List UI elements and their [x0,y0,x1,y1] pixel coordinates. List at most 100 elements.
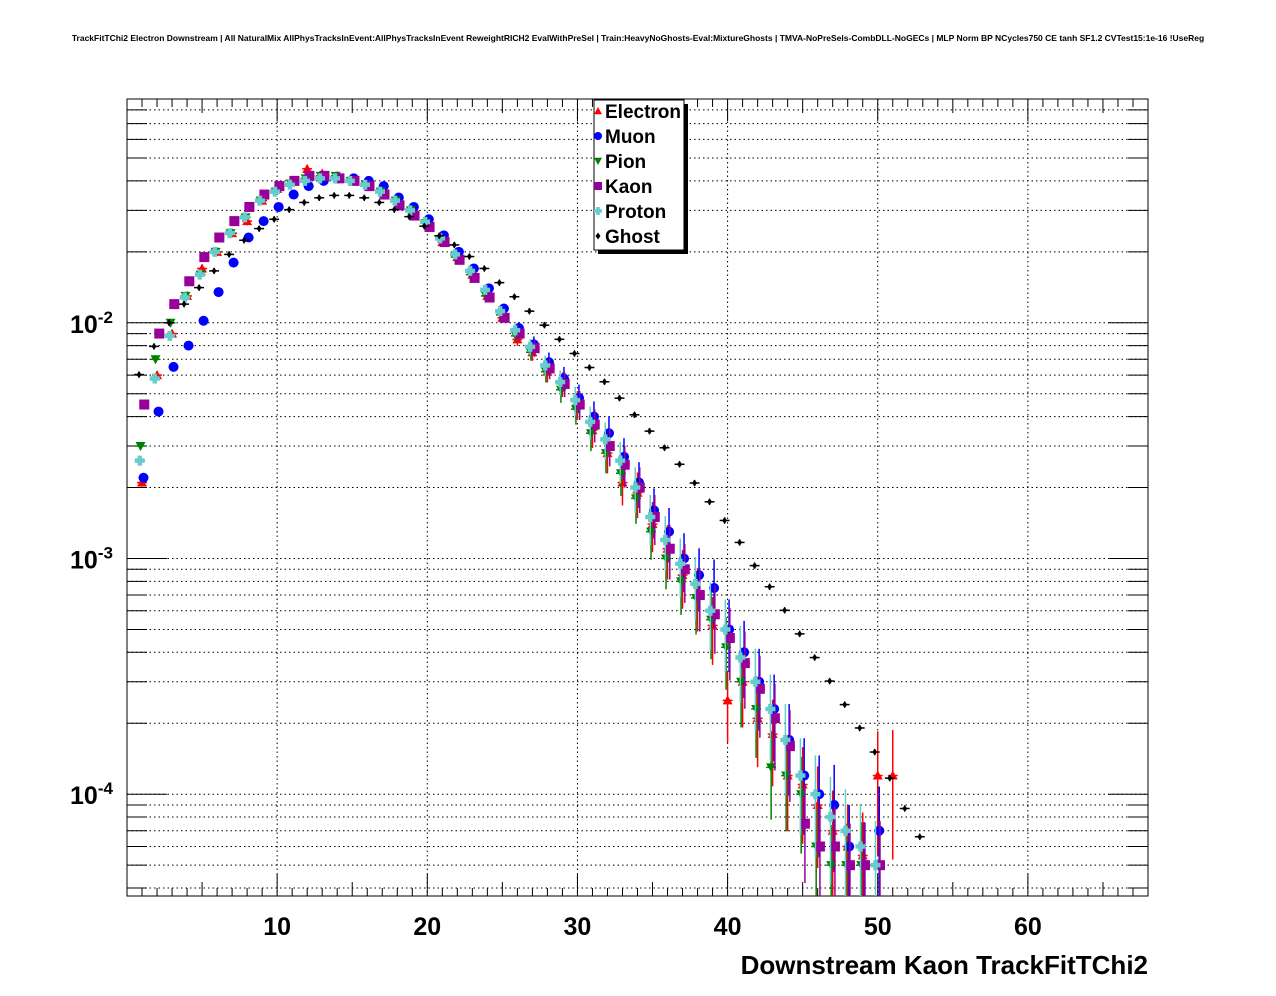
data-point [150,355,161,365]
data-point [784,741,795,752]
data-point [589,419,600,430]
data-point [676,577,687,587]
data-point [258,216,269,227]
data-point [424,221,435,232]
data-point [183,340,194,351]
data-point [664,543,675,554]
data-point [439,237,450,248]
data-point [286,206,292,214]
data-point [677,460,683,468]
data-point [139,399,150,410]
data-point [299,175,310,186]
data-point [134,455,145,466]
data-point [690,578,701,589]
data-point [814,841,825,852]
legend-marker [594,182,602,190]
data-point [213,287,224,298]
data-point [329,173,340,184]
data-point [379,189,390,200]
x-tick-label: 10 [263,913,291,941]
data-point [166,319,172,327]
data-point [737,538,743,546]
data-point [198,315,209,326]
data-point [541,321,547,329]
data-point [214,232,225,243]
data-point [855,841,866,852]
data-point [721,643,732,653]
data-point [692,479,698,487]
data-point [374,186,385,197]
legend-label: Pion [605,152,646,173]
data-point [827,677,833,685]
data-point [661,554,672,564]
data-point [571,349,577,357]
data-point [825,812,836,823]
legend-entry-kaon: Kaon [594,177,653,198]
legend-entry-pion: Pion [594,152,646,173]
data-point [469,272,480,283]
data-point [484,292,495,303]
data-point [196,284,202,292]
data-point [168,361,179,372]
data-point [630,482,641,493]
legend-entry-muon: Muon [594,127,656,148]
data-point [154,328,165,339]
data-point [795,770,806,781]
data-point [630,494,641,504]
data-point [722,695,733,705]
data-point [887,774,893,782]
legend-marker [594,207,602,215]
data-point [586,364,592,372]
data-point [228,257,239,268]
series-ghost [134,191,925,841]
data-point [184,276,195,287]
data-point [525,341,536,352]
data-points [134,163,925,896]
data-point [781,771,792,781]
data-point [829,841,840,852]
legend-box [593,99,685,251]
data-point [242,216,253,226]
data-point [495,306,506,317]
data-point [662,444,668,452]
data-point [679,564,690,575]
data-point [420,216,431,227]
data-point [735,652,746,663]
data-point [224,228,235,239]
data-point [514,328,525,339]
data-point [391,206,397,214]
legend: Electron Muon Pion Kaon Proton Ghost [593,99,688,254]
data-point [829,800,840,811]
x-tick-label: 40 [714,913,742,941]
data-point [406,213,412,221]
data-point [151,342,157,350]
data-point [647,427,653,435]
data-point [724,632,735,643]
series-proton [134,173,881,896]
data-point [480,284,491,295]
legend-marker [595,232,601,240]
data-point [229,216,240,227]
grid [127,99,1148,896]
data-point [857,724,863,732]
data-point [874,825,885,836]
data-point [304,170,315,181]
data-point [454,254,465,265]
data-point [435,233,446,244]
data-point [585,416,596,427]
data-point [346,191,352,199]
data-point [450,249,461,260]
data-point [153,406,164,417]
legend-marker [594,132,602,140]
data-point [812,654,818,662]
data-point [751,704,762,714]
legend-label: Proton [605,202,666,223]
data-point [646,527,657,537]
data-point [499,312,510,323]
data-point [149,373,160,384]
y-tick-label: 10-2 [70,308,113,339]
data-point [451,241,457,249]
data-point [331,191,337,199]
data-point [752,562,758,570]
